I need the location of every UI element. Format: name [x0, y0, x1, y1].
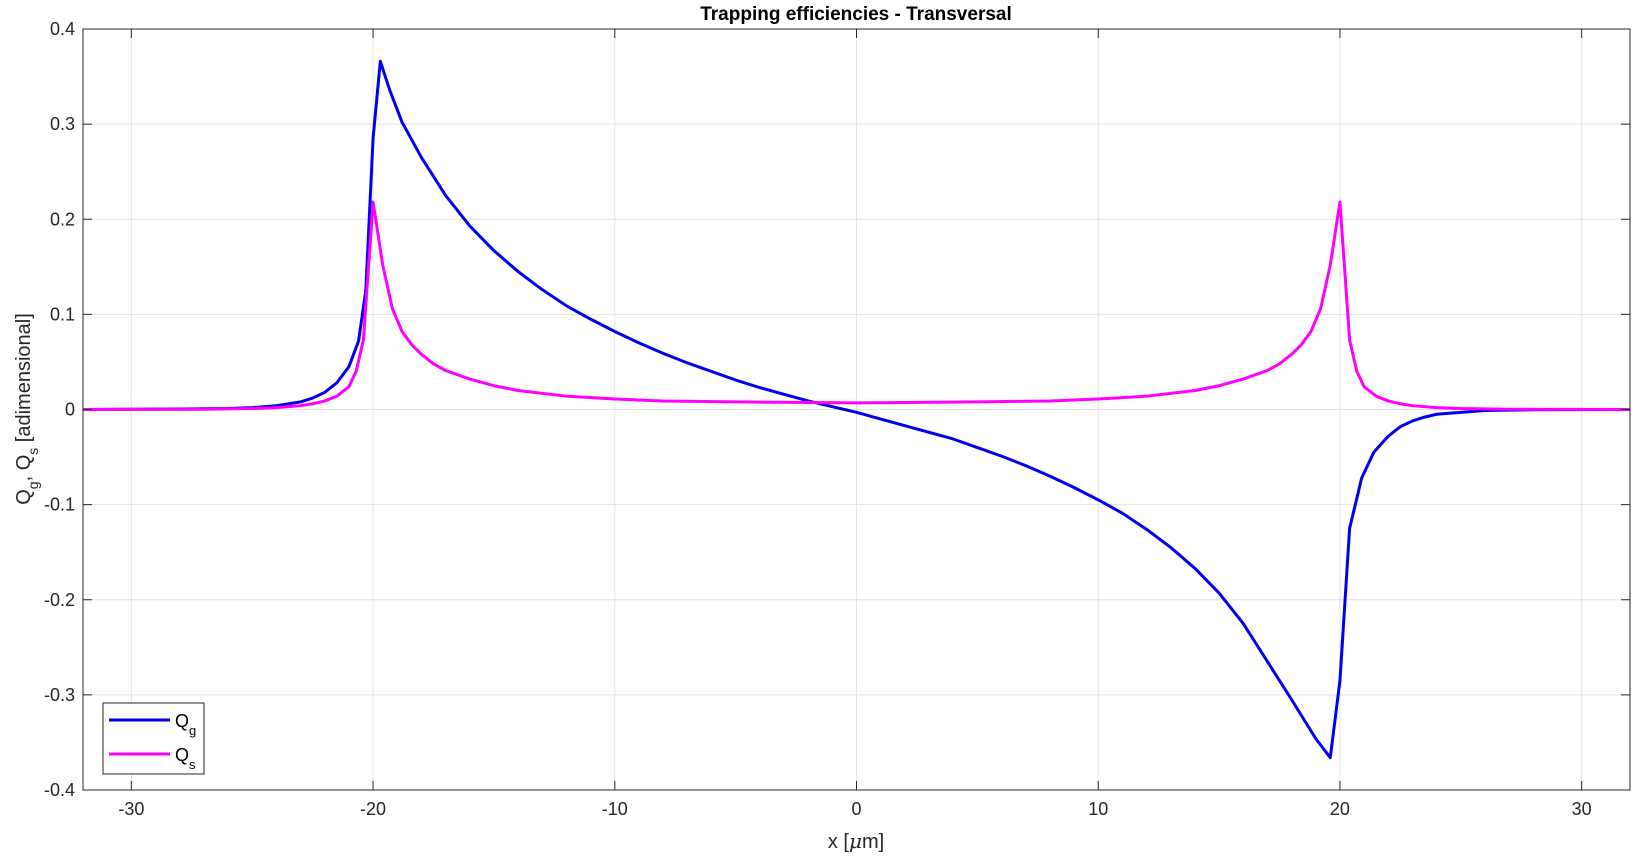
series-lines — [82, 59, 1631, 760]
y-tick-label: 0 — [65, 400, 75, 420]
legend-box — [102, 702, 205, 775]
y-tick-label: 0.1 — [50, 304, 75, 324]
y-tick-label: 0.3 — [50, 114, 75, 134]
legend: Qg Qs — [102, 702, 205, 775]
x-axis-label: x [μm] — [828, 829, 884, 853]
y-tick-label: -0.4 — [44, 780, 75, 800]
y-tick-label: 0.4 — [50, 19, 75, 39]
legend-label-qs: Qs — [175, 745, 196, 772]
x-tick-label: 0 — [851, 799, 861, 819]
y-tick-label: 0.2 — [50, 209, 75, 229]
series-line-qs — [82, 200, 1631, 411]
x-tick-label: -20 — [360, 799, 386, 819]
x-tick-label: -30 — [118, 799, 144, 819]
series-line-qg — [82, 59, 1631, 760]
y-tick-label: -0.1 — [44, 495, 75, 515]
axis-ticks: -30 -20 -10 0 10 20 30 -0.4 -0.3 -0.2 -0.1 0 0.1 0.2 0… — [44, 19, 1630, 819]
y-tick-label: -0.3 — [44, 685, 75, 705]
x-tick-label: 10 — [1088, 799, 1108, 819]
legend-label-qg: Qg — [175, 711, 196, 738]
chart-title: Trapping efficiencies - Transversal — [700, 4, 1012, 25]
x-tick-label: -10 — [602, 799, 628, 819]
x-tick-label: 30 — [1572, 799, 1592, 819]
y-tick-label: -0.2 — [44, 590, 75, 610]
x-tick-label: 20 — [1330, 799, 1350, 819]
y-axis-label: Qg, Qs [adimensional] — [13, 313, 41, 505]
